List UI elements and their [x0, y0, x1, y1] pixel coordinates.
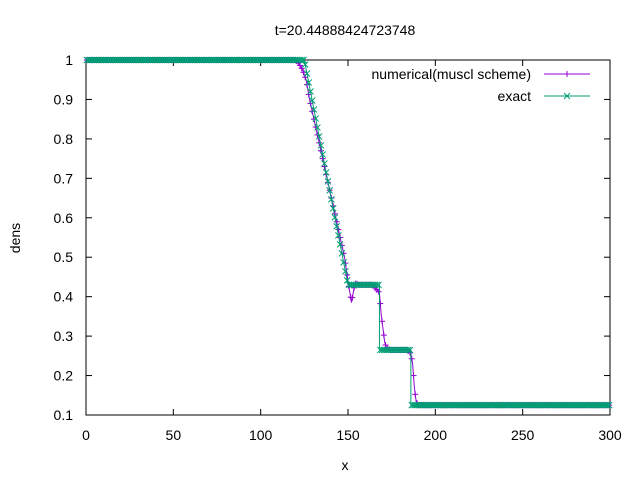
y-tick-label: 1	[65, 52, 73, 68]
x-tick-label: 0	[82, 427, 90, 443]
y-tick-label: 0.4	[54, 289, 74, 305]
x-tick-label: 250	[511, 427, 535, 443]
series-markers	[83, 57, 613, 409]
y-tick-label: 0.3	[54, 328, 74, 344]
y-tick-label: 0.6	[54, 210, 74, 226]
x-axis: 0 50 100 150 200 250 300	[82, 60, 622, 443]
x-tick-label: 300	[598, 427, 622, 443]
legend-item: exact	[498, 88, 590, 104]
y-axis-label: dens	[7, 223, 23, 253]
y-tick-label: 0.7	[54, 170, 74, 186]
plot-frame	[85, 59, 611, 416]
x-tick-label: 150	[336, 427, 360, 443]
y-axis: 0.1 0.2 0.3 0.4 0.5 0.6 0.7 0.8 0.9 1	[54, 52, 610, 423]
series-markers	[83, 56, 613, 409]
chart-title: t=20.44888424723748	[275, 22, 416, 38]
series-1	[83, 56, 613, 409]
x-axis-label: x	[342, 457, 349, 473]
series-line	[86, 59, 610, 406]
series-line	[86, 59, 610, 406]
y-tick-label: 0.1	[54, 407, 74, 423]
x-tick-label: 200	[424, 427, 448, 443]
legend-label: exact	[498, 88, 532, 104]
y-tick-label: 0.2	[54, 368, 74, 384]
series-0	[83, 57, 613, 409]
legend: numerical(muscl scheme) exact	[372, 66, 590, 104]
x-tick-label: 50	[166, 427, 182, 443]
y-tick-label: 0.5	[54, 249, 74, 265]
y-tick-label: 0.8	[54, 131, 74, 147]
series-layer	[83, 56, 613, 409]
y-tick-label: 0.9	[54, 91, 74, 107]
legend-marker	[564, 71, 570, 77]
legend-marker	[563, 92, 571, 100]
legend-label: numerical(muscl scheme)	[372, 66, 531, 82]
x-tick-label: 100	[249, 427, 273, 443]
legend-item: numerical(muscl scheme)	[372, 66, 590, 82]
